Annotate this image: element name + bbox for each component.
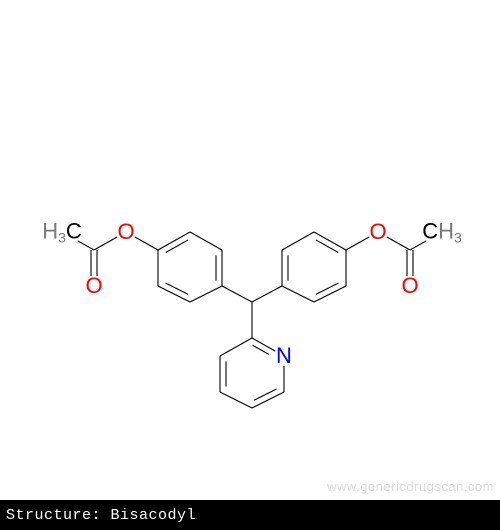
caption-compound-name: Bisacodyl [111,507,197,524]
watermark-text: www.genericdrugscan.com [327,479,494,494]
bond-layer [0,0,500,500]
atom-label-o-r1: O [369,219,386,245]
atom-label-o-r2: O [401,273,418,299]
atom-label-o-l1: O [117,219,134,245]
atom-label-ch3-right: CH3 [422,218,462,245]
caption-bar: Structure: Bisacodyl [0,500,500,530]
atom-label-n-pyridine: N [276,343,292,369]
atom-label-ch3-left: H3C [42,218,82,245]
atom-label-o-l2: O [85,273,102,299]
caption-prefix: Structure: [6,507,101,524]
structure-canvas: O O O O N H3C CH3 www.genericdrugscan.co… [0,0,500,500]
